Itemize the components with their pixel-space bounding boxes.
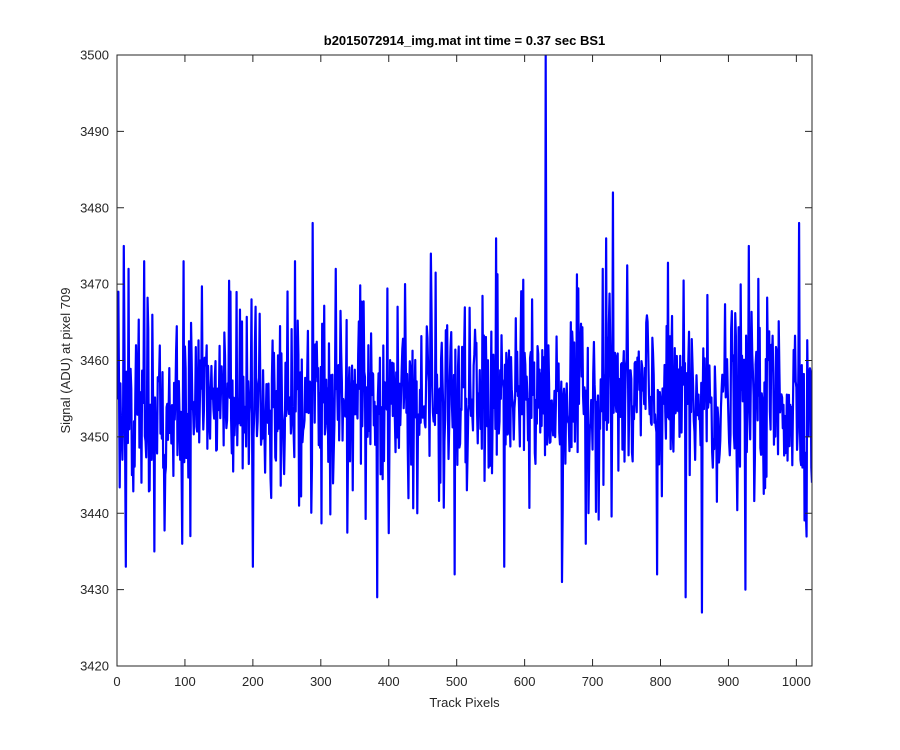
chart-title: b2015072914_img.mat int time = 0.37 sec … [324,33,605,48]
x-tick-label: 100 [174,674,196,689]
x-tick-label: 900 [718,674,740,689]
y-tick-label: 3440 [80,506,109,521]
y-tick-label: 3450 [80,429,109,444]
y-tick-label: 3500 [80,48,109,63]
x-tick-label: 600 [514,674,536,689]
y-tick-label: 3480 [80,200,109,215]
axes-layer: 0 100 200 300 400 500 600 700 800 900 1000 3420 3430… [80,48,813,689]
x-tick-label: 0 [113,674,120,689]
y-tick-label: 3490 [80,124,109,139]
x-tick-label: 700 [582,674,604,689]
y-axis-label: Signal (ADU) at pixel 709 [58,288,73,434]
signal-line [117,55,812,614]
x-tick-label: 200 [242,674,264,689]
x-axis-label: Track Pixels [429,695,500,710]
x-tick-label: 800 [650,674,672,689]
y-tick-label: 3470 [80,277,109,292]
x-tick-label: 400 [378,674,400,689]
x-tick-label: 500 [446,674,468,689]
y-tick-label: 3460 [80,353,109,368]
x-tick-label: 300 [310,674,332,689]
y-tick-label: 3430 [80,582,109,597]
series-layer [117,55,812,614]
y-tick-label: 3420 [80,659,109,674]
x-tick-label: 1000 [782,674,811,689]
